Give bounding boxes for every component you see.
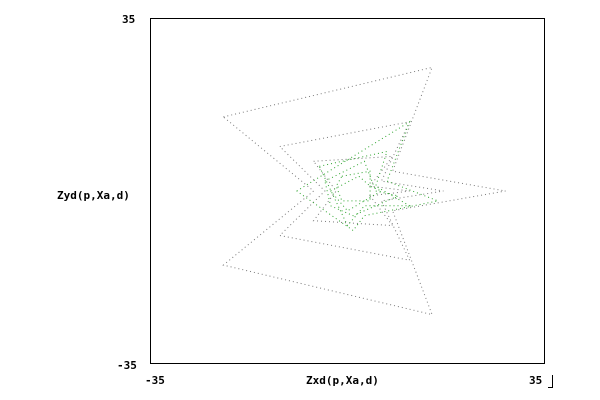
trajectory-series-1 (222, 66, 506, 316)
plot-area (150, 18, 545, 364)
resize-corner-mark (548, 375, 553, 388)
x-max-tick-label: 35 (529, 374, 543, 387)
trajectory-series-6 (324, 160, 400, 217)
trajectory-series-5 (318, 150, 412, 227)
x-min-tick-label: -35 (145, 374, 165, 387)
y-min-tick-label: -35 (117, 359, 137, 372)
trajectory-series-8 (335, 170, 371, 202)
y-axis-label: Zyd(p,Xa,d) (57, 189, 130, 202)
y-max-tick-label: 35 (122, 13, 136, 26)
trajectory-series-2 (278, 121, 444, 261)
trajectory-series-4 (296, 120, 440, 232)
trajectory-series-3 (312, 155, 410, 227)
plot-canvas (222, 66, 506, 316)
x-axis-label: Zxd(p,Xa,d) (306, 374, 379, 387)
